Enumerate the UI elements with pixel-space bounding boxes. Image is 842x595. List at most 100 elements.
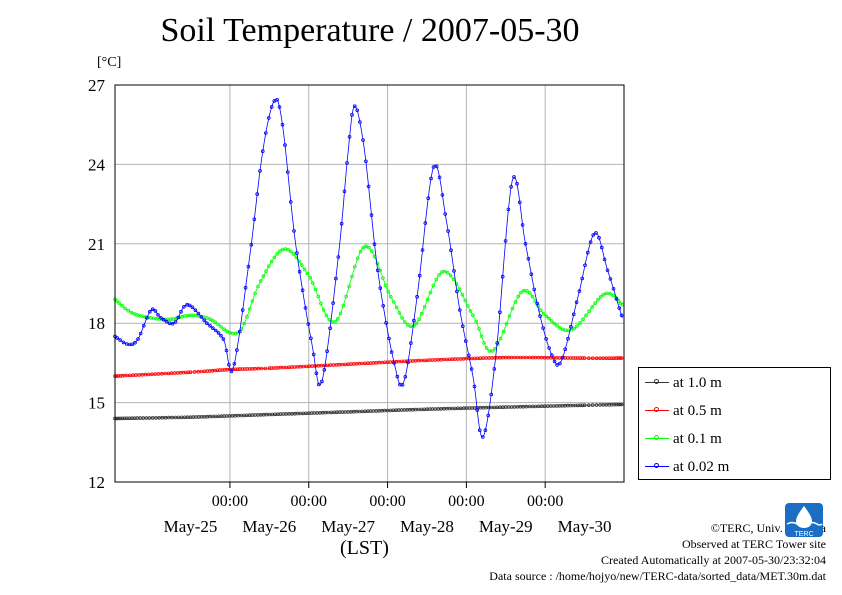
x-tick-label: 00:00: [527, 493, 563, 510]
data-point: [560, 355, 565, 360]
data-point: [311, 352, 316, 357]
data-point: [322, 367, 327, 372]
data-point: [532, 287, 536, 292]
data-point: [409, 341, 413, 345]
data-point: [572, 326, 576, 331]
data-point: [225, 329, 229, 334]
data-point: [426, 196, 431, 201]
data-point: [617, 306, 622, 310]
data-point: [321, 308, 326, 312]
data-point: [549, 353, 554, 357]
data-point: [347, 284, 351, 289]
data-point: [515, 181, 519, 186]
chart-title: Soil Temperature / 2007-05-30: [160, 12, 580, 49]
data-point: [516, 294, 520, 299]
data-point: [577, 289, 582, 293]
data-point: [285, 170, 290, 174]
data-point: [437, 273, 441, 277]
data-point: [160, 371, 164, 376]
data-point: [585, 250, 590, 255]
data-point: [277, 105, 282, 109]
data-point: [547, 316, 551, 321]
data-point: [336, 255, 341, 259]
data-point: [490, 349, 495, 353]
axis-layer: 12 15 18 21 24 27 00:00 00:00 00:00 00:00 00:00 May…: [88, 76, 625, 536]
data-point: [179, 309, 183, 314]
data-point: [520, 223, 525, 227]
x-axis-label: (LST): [340, 537, 389, 559]
data-point: [523, 242, 528, 246]
data-point: [454, 282, 459, 286]
data-point: [333, 320, 337, 324]
data-point: [406, 360, 410, 365]
data-point: [278, 249, 282, 253]
data-point: [575, 324, 579, 328]
data-point: [576, 403, 580, 408]
data-point: [147, 416, 152, 420]
data-point: [266, 264, 271, 269]
data-point: [338, 311, 343, 316]
data-point: [358, 120, 362, 124]
data-point: [492, 367, 497, 371]
data-point: [466, 353, 471, 358]
data-point: [240, 308, 245, 312]
data-point: [182, 304, 186, 309]
y-tick-label: 21: [88, 235, 105, 254]
data-point: [115, 336, 119, 340]
data-point: [477, 326, 481, 331]
data-point: [167, 415, 171, 420]
data-point: [344, 294, 349, 299]
data-point: [221, 337, 226, 341]
data-point: [272, 255, 277, 260]
data-point: [188, 370, 193, 375]
data-point: [176, 315, 181, 320]
data-point: [498, 310, 502, 315]
data-point: [578, 403, 582, 408]
legend-item: at 0.02 m: [639, 457, 729, 477]
data-point: [347, 135, 352, 139]
plot-frame: [114, 84, 625, 483]
data-point: [288, 200, 293, 204]
data-point: [342, 189, 347, 194]
data-point: [256, 284, 260, 289]
data-point: [264, 269, 268, 274]
data-point: [525, 289, 529, 293]
series-line: [114, 99, 623, 438]
data-point: [489, 392, 494, 397]
data-point: [512, 175, 516, 179]
data-point: [310, 281, 315, 285]
data-point: [153, 372, 158, 376]
data-point: [247, 307, 252, 311]
data-point: [261, 274, 266, 279]
data-point: [256, 366, 261, 371]
data-point: [375, 261, 380, 266]
data-point: [422, 305, 427, 309]
data-point: [271, 366, 276, 370]
data-point: [460, 324, 465, 329]
data-point: [590, 403, 595, 407]
data-point: [612, 356, 616, 361]
data-point: [549, 319, 554, 323]
credits-block: ©TERC, Univ. Tsukuba Observed at TERC Tow…: [489, 520, 826, 584]
data-point: [612, 402, 616, 407]
data-point: [280, 122, 285, 127]
data-point: [563, 347, 567, 352]
data-point: [544, 314, 549, 319]
data-point: [120, 373, 125, 378]
data-point: [381, 303, 386, 308]
data-point: [547, 346, 551, 350]
data-point: [619, 313, 624, 318]
data-point: [255, 192, 260, 196]
x-date-label: May-29: [479, 517, 533, 536]
data-point: [605, 268, 610, 273]
data-point: [601, 292, 605, 297]
data-point: [295, 251, 299, 255]
data-point: [582, 403, 587, 408]
data-point: [519, 290, 523, 295]
data-point: [414, 321, 419, 326]
data-point: [292, 229, 296, 233]
data-point: [260, 149, 265, 154]
data-point: [309, 336, 313, 341]
data-point: [463, 298, 468, 303]
data-point: [355, 256, 360, 261]
